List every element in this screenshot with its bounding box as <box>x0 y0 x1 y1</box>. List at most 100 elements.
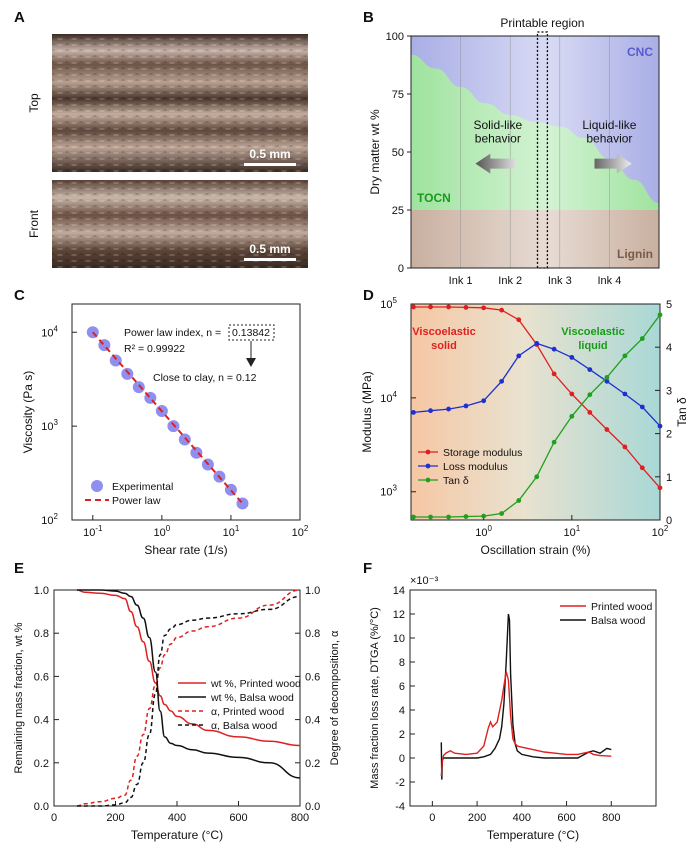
y-tick-label: 10 <box>393 633 405 645</box>
legend-marker <box>425 463 431 469</box>
x-axis-label: Temperature (°C) <box>487 828 579 842</box>
series-point <box>411 514 416 520</box>
liquid-like-label: Liquid-like <box>582 118 636 132</box>
y-tick-label: 103 <box>41 418 58 433</box>
legend-label: Printed wood <box>591 601 652 613</box>
x-tick-label: 200 <box>106 812 124 824</box>
liquid-phase-label-2: liquid <box>578 340 607 352</box>
micrograph-front-texture <box>52 180 308 268</box>
x-axis-label: Shear rate (1/s) <box>144 543 227 557</box>
y2-tick-label: 1.0 <box>305 585 320 597</box>
y2-tick-label: 1 <box>666 472 672 484</box>
liquid-phase-label: Viscoelastic <box>561 326 624 338</box>
y-tick-exp: 3 <box>54 418 59 427</box>
y2-tick-label: 0.4 <box>305 715 320 727</box>
series-point <box>587 410 593 415</box>
series-point <box>569 413 575 419</box>
x-tick-exp: 1 <box>235 524 240 533</box>
data-point <box>132 381 145 394</box>
legend-label: Loss modulus <box>443 461 508 473</box>
series-point <box>516 498 522 503</box>
arrow-head-icon <box>246 358 256 367</box>
y2-tick-label: 2 <box>666 429 672 441</box>
y-tick-label: 104 <box>380 390 397 405</box>
x-axis-label: Oscillation strain (%) <box>480 543 590 557</box>
panel-label-b: B <box>363 9 374 26</box>
series-line-0 <box>77 589 301 747</box>
series-point <box>463 514 469 519</box>
series-point <box>569 354 575 360</box>
y-tick-label: 105 <box>380 296 397 311</box>
panel-a: Top Front 0.5 mm 0.5 mm <box>27 34 308 268</box>
legend-label: Storage modulus <box>443 447 522 459</box>
y2-tick-label: 0 <box>666 515 672 527</box>
series-point <box>622 444 628 450</box>
panel-label-c: C <box>14 287 25 304</box>
series-point <box>587 392 593 398</box>
y-tick-label: 0.4 <box>34 715 49 727</box>
phase-background <box>411 304 660 520</box>
arrow-right-icon <box>594 153 632 174</box>
solid-like-label: Solid-like <box>473 118 522 132</box>
series-point <box>551 439 557 445</box>
y-axis-label: Mass fraction loss rate, DTGA (%/°C) <box>369 607 381 789</box>
micrograph-top-texture <box>52 34 308 172</box>
data-point <box>178 433 191 446</box>
series-point <box>428 514 433 520</box>
x-tick-label: 400 <box>168 812 186 824</box>
series-point <box>446 514 451 520</box>
x-tick-exp: 2 <box>664 524 669 533</box>
panel-f-frame <box>409 589 657 807</box>
x-tick-label: 101 <box>223 524 240 539</box>
x-tick-label: 400 <box>513 812 531 824</box>
legend-label: wt %, Printed wood <box>210 678 301 690</box>
x-tick-exp: 2 <box>304 524 309 533</box>
y-tick-label: 0.6 <box>34 671 49 683</box>
legend-label-experimental: Experimental <box>112 481 173 493</box>
panel-d-frame <box>410 303 661 521</box>
scale-bar-top <box>244 163 296 166</box>
series-point <box>639 404 645 410</box>
printable-region-box <box>536 31 549 269</box>
y-tick-label: 6 <box>399 681 405 693</box>
series-point <box>428 408 433 414</box>
printable-region-title: Printable region <box>500 16 584 30</box>
y-tick-label: 12 <box>393 609 405 621</box>
y-tick-label: 102 <box>41 512 58 527</box>
panel-label-a: A <box>14 9 25 26</box>
annotation-power-index: Power law index, n = <box>124 327 221 339</box>
series-point <box>534 341 540 346</box>
x-tick-exp: 0 <box>166 524 171 533</box>
scale-text-top: 0.5 mm <box>249 147 290 161</box>
x-tick-label: Ink 3 <box>548 275 572 287</box>
annotation-n-value: 0.13842 <box>232 327 270 339</box>
x-tick-exp: 1 <box>576 524 581 533</box>
panel-f: 0 200 400 600 800 -4 -2 0 2 4 6 8 10 12 14 ×10⁻³ Tempera… <box>369 575 657 842</box>
y-tick-label: -2 <box>395 777 405 789</box>
series-line-1 <box>77 589 301 779</box>
y-tick-label: 2 <box>399 729 405 741</box>
y-tick-label: 104 <box>41 324 58 339</box>
solid-like-label-2: behavior <box>475 132 521 146</box>
series-point <box>622 391 628 397</box>
annotation-clay: Close to clay, n = 0.12 <box>153 372 257 384</box>
x-tick-label: Ink 2 <box>498 275 522 287</box>
panel-label-d: D <box>363 287 374 304</box>
x-tick-label: 0 <box>51 812 57 824</box>
x-axis-label: Temperature (°C) <box>131 828 223 842</box>
series-point <box>446 406 451 412</box>
x-tick-exp: -1 <box>95 524 103 533</box>
y-tick-label: 0 <box>398 263 404 275</box>
series-point <box>604 375 610 380</box>
y2-tick-label: 0.8 <box>305 628 320 640</box>
y2-axis-label: Degree of decomposition, α <box>329 630 341 765</box>
y-tick-label: -4 <box>395 801 405 813</box>
y-tick-exp: 5 <box>393 296 398 305</box>
scale-text-front: 0.5 mm <box>249 242 290 256</box>
y-tick-label: 75 <box>392 89 404 101</box>
x-tick-label: Ink 4 <box>597 275 621 287</box>
data-point <box>190 446 203 459</box>
legend-label: α, Printed wood <box>211 706 284 718</box>
